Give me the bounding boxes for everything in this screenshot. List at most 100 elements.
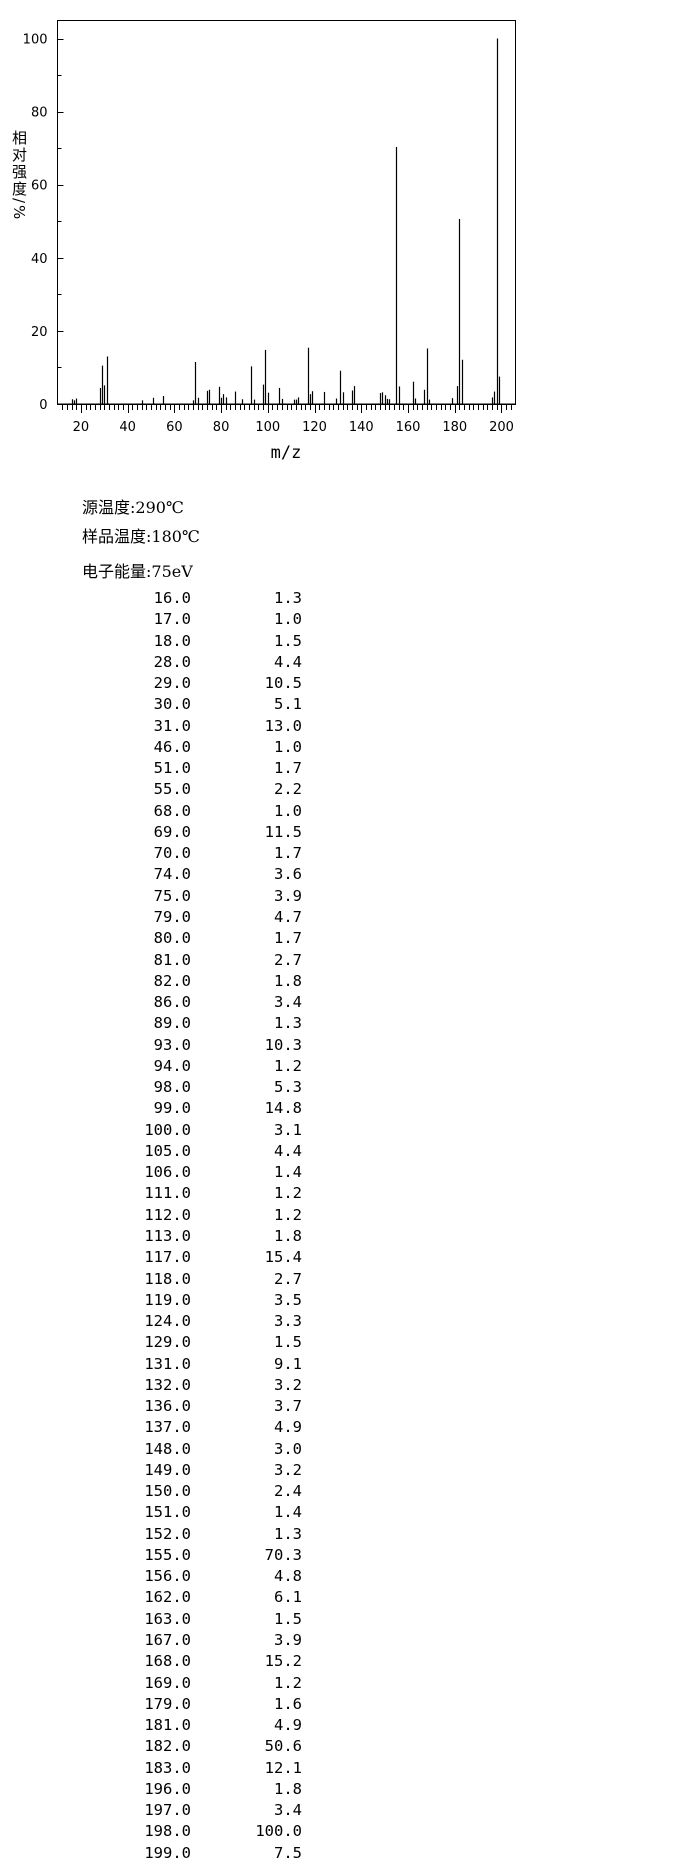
mz-cell: 55.0 <box>153 780 191 799</box>
table-row: 119.0 3.5 <box>60 1290 302 1311</box>
mz-cell: 136.0 <box>144 1397 191 1416</box>
x-tick-label: 180 <box>442 420 467 435</box>
mz-cell: 151.0 <box>144 1503 191 1522</box>
y-tick-label: 40 <box>31 252 48 267</box>
mz-cell: 86.0 <box>153 993 191 1012</box>
intensity-cell: 3.3 <box>274 1312 302 1331</box>
table-row: 155.0 70.3 <box>60 1545 302 1566</box>
y-tick-label: 20 <box>31 325 48 340</box>
intensity-cell: 10.3 <box>264 1035 302 1054</box>
mz-cell: 152.0 <box>144 1524 191 1543</box>
table-row: 81.0 2.7 <box>60 950 302 971</box>
table-row: 99.0 14.8 <box>60 1098 302 1119</box>
mz-cell: 168.0 <box>144 1652 191 1671</box>
x-tick-label: 20 <box>73 420 90 435</box>
mz-cell: 94.0 <box>153 1056 191 1075</box>
mz-cell: 163.0 <box>144 1609 191 1628</box>
mz-cell: 74.0 <box>153 865 191 884</box>
intensity-cell: 3.6 <box>274 865 302 884</box>
peaks <box>71 38 501 404</box>
intensity-cell: 1.2 <box>274 1673 302 1692</box>
mz-cell: 124.0 <box>144 1312 191 1331</box>
table-row: 197.0 3.4 <box>60 1800 302 1821</box>
table-row: 149.0 3.2 <box>60 1460 302 1481</box>
table-row: 69.0 11.5 <box>60 822 302 843</box>
mz-cell: 197.0 <box>144 1801 191 1820</box>
y-tick-label: 80 <box>31 106 48 121</box>
table-row: 150.0 2.4 <box>60 1481 302 1502</box>
intensity-cell: 2.7 <box>274 1269 302 1288</box>
mz-cell: 196.0 <box>144 1779 191 1798</box>
mz-cell: 98.0 <box>153 1078 191 1097</box>
mz-cell: 81.0 <box>153 950 191 969</box>
table-row: 46.0 1.0 <box>60 737 302 758</box>
mz-cell: 119.0 <box>144 1290 191 1309</box>
table-row: 89.0 1.3 <box>60 1013 302 1034</box>
table-row: 169.0 1.2 <box>60 1673 302 1694</box>
table-row: 129.0 1.5 <box>60 1332 302 1353</box>
table-row: 74.0 3.6 <box>60 864 302 885</box>
mz-cell: 46.0 <box>153 737 191 756</box>
table-row: 152.0 1.3 <box>60 1524 302 1545</box>
y-axis: 0 20 40 60 80 100 <box>23 33 64 413</box>
mz-cell: 155.0 <box>144 1545 191 1564</box>
intensity-cell: 13.0 <box>264 716 302 735</box>
mz-cell: 70.0 <box>153 844 191 863</box>
table-row: 163.0 1.5 <box>60 1609 302 1630</box>
table-row: 117.0 15.4 <box>60 1247 302 1268</box>
table-row: 112.0 1.2 <box>60 1205 302 1226</box>
intensity-cell: 7.5 <box>274 1843 302 1862</box>
intensity-cell: 3.2 <box>274 1460 302 1479</box>
intensity-cell: 1.5 <box>274 631 302 650</box>
table-row: 80.0 1.7 <box>60 928 302 949</box>
intensity-cell: 1.6 <box>274 1694 302 1713</box>
y-axis-label: 相对强度/% <box>10 130 28 222</box>
intensity-cell: 50.6 <box>264 1737 302 1756</box>
intensity-cell: 4.9 <box>274 1418 302 1437</box>
mz-cell: 31.0 <box>153 716 191 735</box>
mz-cell: 17.0 <box>153 610 191 629</box>
mz-cell: 112.0 <box>144 1205 191 1224</box>
intensity-cell: 1.4 <box>274 1163 302 1182</box>
table-row: 17.0 1.0 <box>60 609 302 630</box>
table-row: 168.0 15.2 <box>60 1651 302 1672</box>
mz-cell: 28.0 <box>153 652 191 671</box>
table-row: 179.0 1.6 <box>60 1694 302 1715</box>
table-row: 148.0 3.0 <box>60 1439 302 1460</box>
mz-cell: 113.0 <box>144 1226 191 1245</box>
table-row: 162.0 6.1 <box>60 1587 302 1608</box>
table-row: 68.0 1.0 <box>60 801 302 822</box>
electron-energy: 电子能量:75eV <box>82 562 193 581</box>
table-row: 151.0 1.4 <box>60 1502 302 1523</box>
mz-cell: 30.0 <box>153 695 191 714</box>
table-row: 105.0 4.4 <box>60 1141 302 1162</box>
table-row: 98.0 5.3 <box>60 1077 302 1098</box>
y-tick-label: 100 <box>23 33 48 48</box>
x-tick-label: 200 <box>489 420 514 435</box>
table-row: 136.0 3.7 <box>60 1396 302 1417</box>
table-row: 124.0 3.3 <box>60 1311 302 1332</box>
table-row: 94.0 1.2 <box>60 1056 302 1077</box>
table-row: 82.0 1.8 <box>60 971 302 992</box>
table-row: 29.0 10.5 <box>60 673 302 694</box>
table-row: 196.0 1.8 <box>60 1779 302 1800</box>
table-row: 28.0 4.4 <box>60 652 302 673</box>
intensity-cell: 1.2 <box>274 1205 302 1224</box>
table-row: 100.0 3.1 <box>60 1120 302 1141</box>
x-tick-label: 100 <box>255 420 280 435</box>
intensity-cell: 4.4 <box>274 652 302 671</box>
mz-cell: 199.0 <box>144 1843 191 1862</box>
intensity-cell: 15.4 <box>264 1248 302 1267</box>
sample-temperature: 样品温度:180℃ <box>82 527 200 546</box>
mz-cell: 118.0 <box>144 1269 191 1288</box>
intensity-cell: 14.8 <box>264 1099 302 1118</box>
mz-cell: 156.0 <box>144 1567 191 1586</box>
mz-cell: 51.0 <box>153 759 191 778</box>
intensity-cell: 4.4 <box>274 1141 302 1160</box>
mz-cell: 100.0 <box>144 1120 191 1139</box>
table-row: 31.0 13.0 <box>60 716 302 737</box>
intensity-cell: 3.4 <box>274 993 302 1012</box>
mz-cell: 137.0 <box>144 1418 191 1437</box>
mz-cell: 129.0 <box>144 1333 191 1352</box>
